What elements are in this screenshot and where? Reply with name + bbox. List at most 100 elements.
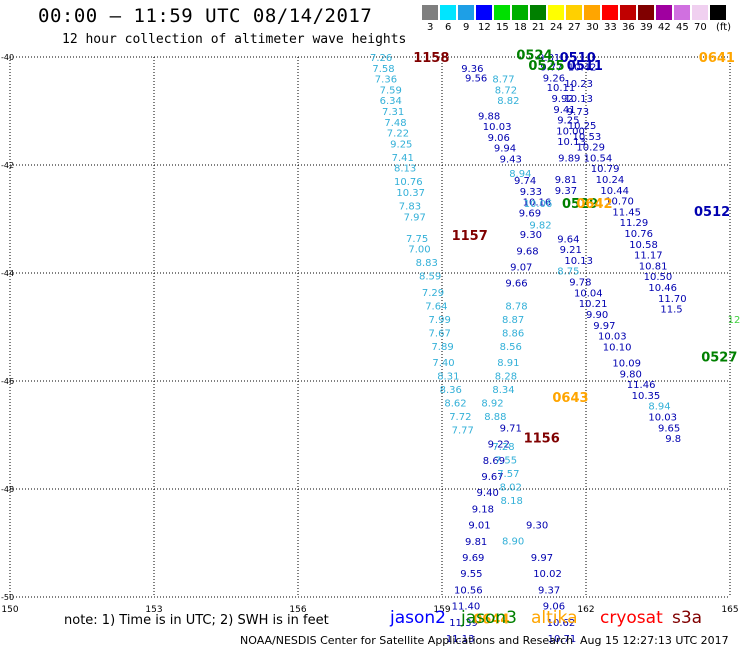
lat-tick-label: -40: [1, 53, 14, 62]
wave-height-value: 10.62: [547, 618, 576, 629]
scale-swatch: [602, 5, 618, 20]
pass-time-label: 1158: [413, 51, 449, 66]
wave-height-value: 7.55: [495, 455, 517, 466]
wave-height-value: 10.81: [639, 261, 668, 272]
scale-swatch: [494, 5, 510, 20]
wave-height-value: 10.58: [629, 240, 658, 251]
wave-height-value: 10.46: [648, 283, 677, 294]
wave-height-value: 10.03: [483, 122, 512, 133]
lat-tick-label: -44: [1, 269, 14, 278]
lat-tick-label: -42: [1, 161, 14, 170]
scale-label: 12: [478, 22, 491, 33]
wave-height-value: 9.06: [488, 133, 510, 144]
wave-height-value: 7.40: [432, 358, 454, 369]
lat-tick-label: -50: [1, 593, 14, 602]
scale-label: 42: [658, 22, 671, 33]
wave-height-value: 9.01: [468, 521, 490, 532]
wave-height-value: 8.86: [502, 328, 524, 339]
pass-time-label: 0641: [699, 51, 735, 66]
wave-height-value: 9.97: [531, 553, 553, 564]
wave-height-value: 7.57: [497, 469, 519, 480]
scale-swatch: [440, 5, 456, 20]
wave-height-value: 8.92: [481, 399, 503, 410]
wave-height-value: 9.30: [520, 230, 542, 241]
scale-swatch: [656, 5, 672, 20]
wave-height-value: 9.97: [593, 321, 615, 332]
scale-swatch: [566, 5, 582, 20]
wave-height-value: 9.66: [505, 279, 527, 290]
wave-height-value: 7.29: [422, 288, 444, 299]
scale-label: 3: [427, 22, 434, 33]
footer-note: note: 1) Time is in UTC; 2) SWH is in fe…: [64, 613, 329, 628]
wave-height-value: 10.29: [576, 143, 605, 154]
pass-time-label: 0529: [562, 197, 598, 212]
wave-height-value: 11.39: [449, 618, 478, 629]
wave-height-value: 8.13: [394, 164, 416, 175]
wave-height-value: 8.59: [419, 272, 441, 283]
wave-height-value: 11.70: [658, 294, 687, 305]
wave-height-value: 9.77: [540, 63, 562, 74]
wave-height-value: 9.73: [567, 107, 589, 118]
map-title: 00:00 – 11:59 UTC 08/14/2017: [38, 5, 373, 27]
wave-height-value: 8.28: [495, 372, 517, 383]
wave-height-value: 7.64: [425, 301, 447, 312]
scale-label: 18: [514, 22, 527, 33]
wave-height-value: 10.04: [574, 288, 603, 299]
wave-height-value: 7.59: [380, 85, 402, 96]
wave-height-value: 9.40: [477, 488, 499, 499]
wave-height-value: 10.02: [533, 569, 562, 580]
wave-height-value: 10.13: [564, 94, 593, 105]
wave-height-value: 9.8: [665, 434, 681, 445]
wave-height-value: 10.03: [598, 332, 627, 343]
wave-height-value: 10.54: [584, 153, 613, 164]
wave-height-value: 10.37: [396, 188, 425, 199]
wave-height-value: 10.25: [568, 121, 597, 132]
wave-height-value: 10.56: [454, 585, 483, 596]
scale-swatch: [710, 5, 726, 20]
wave-height-value: 7.31: [382, 107, 404, 118]
wave-height-value: 8.94: [648, 401, 670, 412]
wave-height-value: 10.42: [568, 63, 597, 74]
wave-height-value: 9.78: [569, 278, 591, 289]
scale-label: 30: [586, 22, 599, 33]
pass-time-label: 0643: [552, 391, 588, 406]
wave-height-value: 8.31: [437, 372, 459, 383]
scale-label: 9: [463, 22, 470, 33]
wave-height-value: 8.94: [509, 169, 531, 180]
wave-height-value: 7.83: [399, 202, 421, 213]
wave-height-value: 9.33: [520, 187, 542, 198]
scale-label: 24: [550, 22, 563, 33]
wave-height-value: 8.83: [416, 258, 438, 269]
wave-height-value: 7.97: [404, 212, 426, 223]
wave-height-value: 9.30: [526, 521, 548, 532]
credit-line: NOAA/NESDIS Center for Satellite Applica…: [240, 634, 574, 647]
scale-label: 45: [676, 22, 689, 33]
wave-height-value: 10.21: [579, 299, 608, 310]
wave-height-value: 10.50: [644, 272, 673, 283]
wave-height-value: 11.29: [620, 218, 649, 229]
wave-height-value: 9.07: [510, 263, 532, 274]
wave-height-value: 9.64: [557, 234, 579, 245]
timestamp: Aug 15 12:27:13 UTC 2017: [580, 634, 729, 647]
wave-height-value: 10.16: [523, 198, 552, 209]
satellite-legend-jason3: jason3: [461, 608, 517, 628]
wave-height-value: 8.87: [502, 315, 524, 326]
wave-height-value: 9.74: [514, 176, 536, 187]
scale-swatch: [692, 5, 708, 20]
wave-height-value: 8.62: [444, 399, 466, 410]
wave-height-value: 8.69: [483, 456, 505, 467]
wave-height-value: 8.77: [492, 75, 514, 86]
wave-height-value: 9.06: [543, 602, 565, 613]
wave-height-value: 10.06: [524, 199, 553, 210]
wave-height-value: 9.80: [620, 369, 642, 380]
scale-label: 6: [445, 22, 452, 33]
lon-tick-label: 162: [577, 605, 594, 615]
pass-time-label: 0511: [567, 59, 603, 74]
wave-height-value: 9.21: [560, 245, 582, 256]
scale-label: 21: [532, 22, 545, 33]
wave-height-value: 8.18: [501, 496, 523, 507]
wave-height-value: 7.99: [429, 315, 451, 326]
wave-height-value: 9.92: [551, 94, 573, 105]
wave-height-value: 10.53: [573, 132, 602, 143]
